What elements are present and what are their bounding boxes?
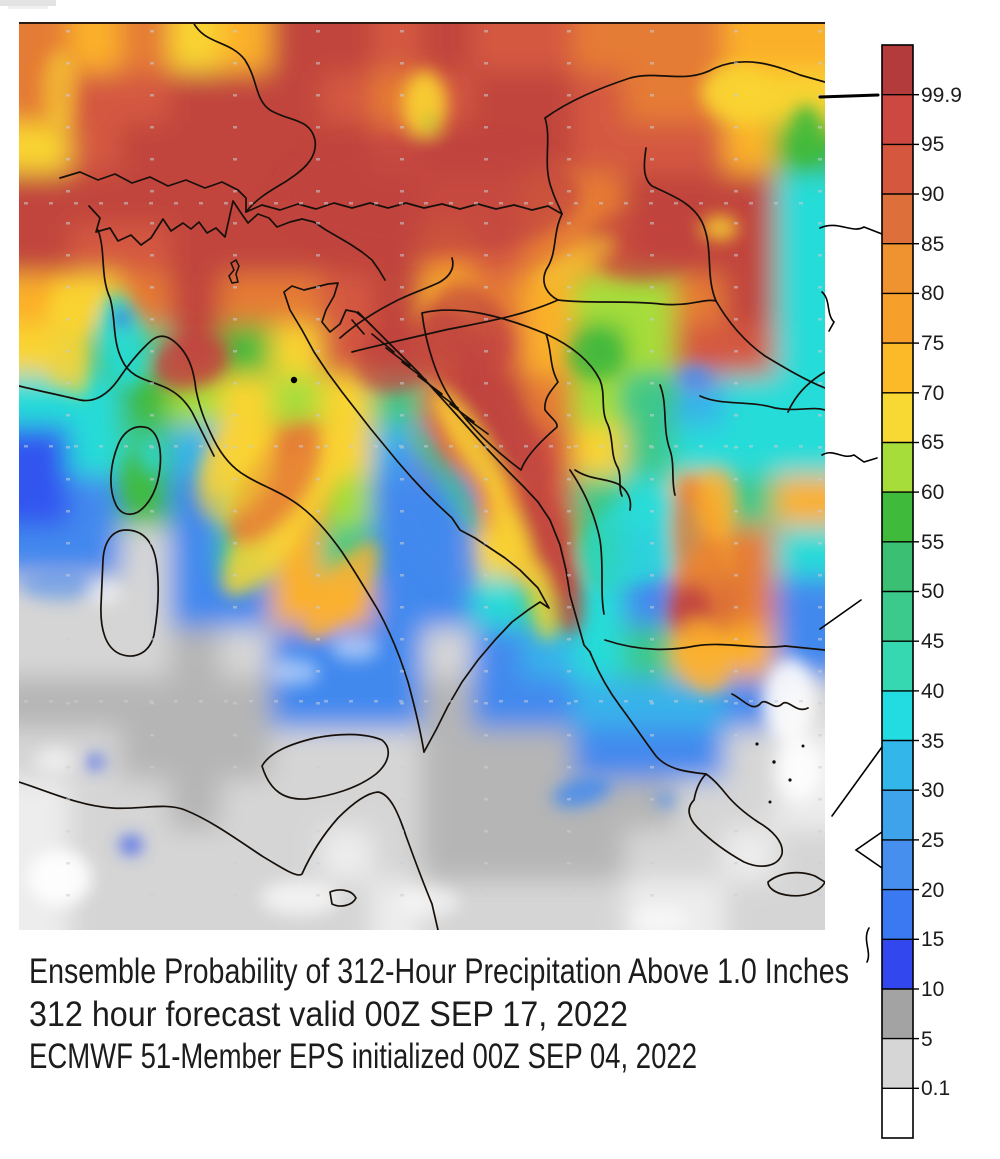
svg-text:5: 5 (921, 1028, 933, 1051)
svg-text:25: 25 (921, 829, 944, 852)
svg-text:35: 35 (921, 730, 944, 753)
svg-text:75: 75 (921, 332, 944, 355)
svg-text:65: 65 (921, 431, 944, 454)
svg-text:90: 90 (921, 183, 944, 206)
svg-text:80: 80 (921, 282, 944, 305)
svg-text:60: 60 (921, 481, 944, 504)
svg-text:50: 50 (921, 580, 944, 603)
svg-text:70: 70 (921, 382, 944, 405)
svg-text:95: 95 (921, 133, 944, 156)
svg-text:85: 85 (921, 233, 944, 256)
svg-text:10: 10 (921, 978, 944, 1001)
svg-text:0.1: 0.1 (921, 1077, 950, 1100)
svg-text:Ensemble Probability of 312-Ho: Ensemble Probability of 312-Hour Precipi… (29, 952, 849, 991)
svg-text:15: 15 (921, 928, 944, 951)
svg-text:20: 20 (921, 879, 944, 902)
svg-text:ECMWF 51-Member EPS initialize: ECMWF 51-Member EPS initialized 00Z SEP … (29, 1037, 697, 1076)
svg-text:99.9: 99.9 (921, 84, 962, 107)
svg-text:40: 40 (921, 680, 944, 703)
svg-text:312 hour forecast valid 00Z SE: 312 hour forecast valid 00Z SEP 17, 2022 (29, 995, 628, 1034)
svg-text:45: 45 (921, 630, 944, 653)
svg-text:55: 55 (921, 531, 944, 554)
svg-text:30: 30 (921, 779, 944, 802)
